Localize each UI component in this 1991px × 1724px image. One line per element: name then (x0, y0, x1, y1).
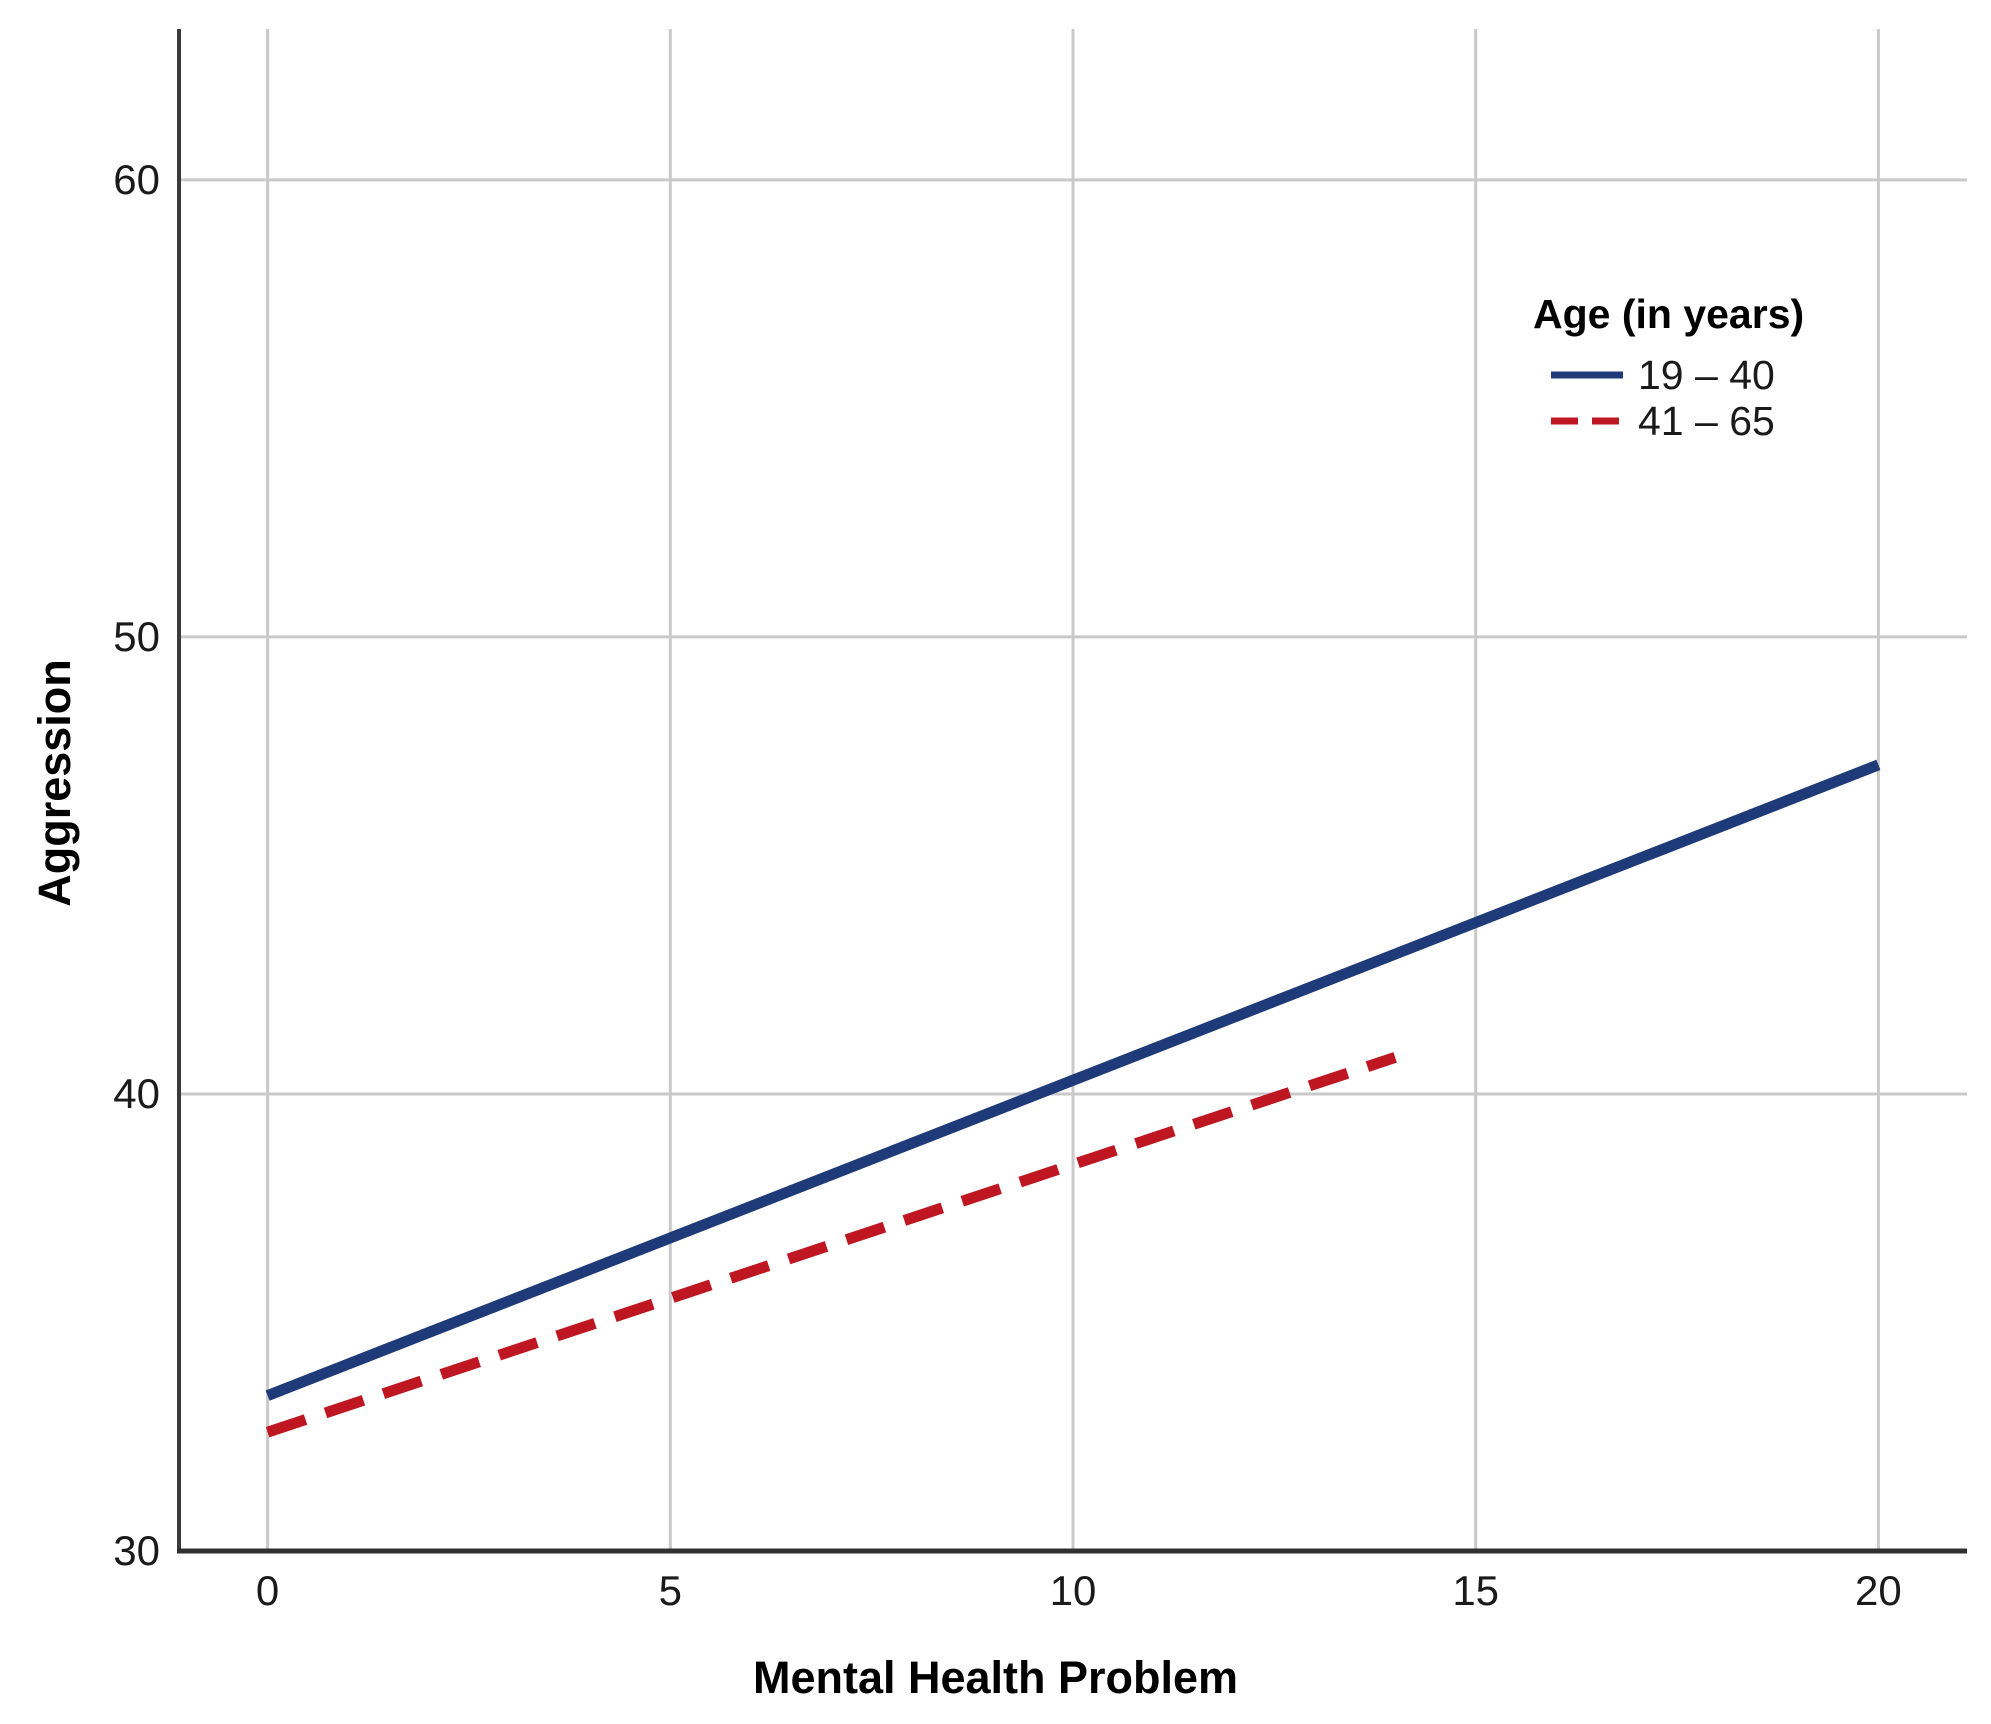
x-axis-title: Mental Health Problem (752, 1652, 1239, 1703)
y-tick-label: 40 (113, 1069, 160, 1117)
dashed-line-swatch-icon (1551, 417, 1623, 425)
legend-label-19-40: 19 – 40 (1638, 352, 1775, 398)
x-tick-label: 0 (255, 1567, 280, 1614)
x-tick-label: 20 (1855, 1567, 1902, 1614)
legend-title: Age (in years) (1533, 291, 1805, 337)
series-line-1 (265, 1052, 1397, 1438)
solid-line-swatch-icon (1551, 371, 1623, 379)
legend: Age (in years) 19 – 40 41 – 65 (1533, 290, 1804, 444)
legend-item-41-65: 41 – 65 (1533, 398, 1804, 444)
x-tick-label: 10 (1049, 1567, 1097, 1614)
x-tick-label: 5 (658, 1567, 682, 1614)
x-tick-label: 15 (1452, 1567, 1500, 1614)
legend-label-41-65: 41 – 65 (1638, 398, 1775, 444)
series-line-0 (265, 759, 1881, 1401)
y-tick-label: 60 (113, 155, 160, 203)
y-axis-title: Aggression (29, 659, 80, 907)
y-tick-label: 50 (113, 612, 160, 660)
y-tick-label: 30 (113, 1527, 160, 1574)
legend-item-19-40: 19 – 40 (1533, 352, 1804, 398)
